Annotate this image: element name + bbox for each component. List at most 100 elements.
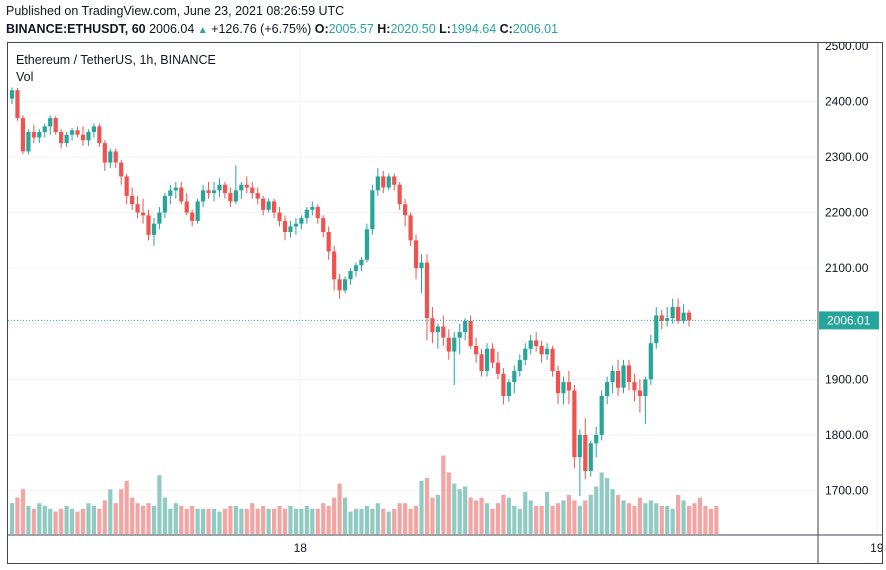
volume-bar [534, 506, 539, 534]
volume-bar [364, 506, 369, 534]
volume-bar [659, 506, 664, 534]
candle-body [217, 184, 222, 191]
open-value: 2005.57 [328, 22, 374, 36]
volume-bar [403, 503, 408, 534]
candle-body [288, 226, 293, 233]
candle-body [337, 279, 342, 291]
candle-body [179, 187, 184, 202]
candle-body [566, 382, 572, 391]
candle-body [479, 354, 484, 371]
volume-bar [157, 475, 162, 534]
volume-bar [512, 506, 517, 534]
candle-body [392, 176, 397, 185]
volume-bar [282, 508, 288, 534]
last-price-label: 2006.01 [827, 313, 871, 327]
candle-body [523, 348, 528, 360]
volume-bar [195, 508, 200, 534]
volume-bar [430, 497, 435, 534]
candle-body [583, 434, 588, 472]
volume-bar [261, 506, 266, 534]
candle-body [326, 232, 331, 252]
candle-body [676, 307, 681, 321]
x-tick-label: 19 [870, 541, 882, 555]
volume-bar [293, 508, 299, 534]
candle-body [20, 118, 26, 152]
candle-body [435, 326, 440, 333]
volume-bar [615, 494, 621, 534]
candle-body [119, 162, 124, 177]
volume-legend: Vol [16, 70, 33, 84]
y-tick-label: 2500.00 [825, 43, 869, 53]
volume-bar [271, 508, 277, 534]
volume-bar [446, 472, 451, 534]
candle-body [315, 207, 320, 219]
candle-body [277, 212, 282, 221]
candle-body [386, 176, 391, 188]
candle-body [534, 340, 539, 346]
chart-frame[interactable]: 1700.001800.001900.002000.002100.002200.… [7, 42, 883, 564]
volume-bar [315, 508, 320, 534]
candle-body [332, 251, 337, 280]
volume-bar [211, 508, 217, 534]
candle-body [413, 240, 419, 269]
volume-bar [605, 478, 610, 534]
volume-bar [424, 478, 430, 534]
candle-body [80, 134, 86, 141]
candle-body [577, 434, 582, 458]
candle-body [403, 204, 408, 216]
plot-area[interactable] [8, 43, 818, 535]
candle-body [474, 345, 479, 355]
volume-bar [528, 500, 533, 534]
volume-bar [244, 508, 249, 534]
candle-body [9, 90, 15, 99]
candle-body [113, 151, 118, 163]
volume-bar [353, 508, 359, 534]
volume-bar [479, 497, 484, 534]
candle-body [594, 434, 599, 444]
volume-bar [703, 506, 708, 534]
candle-body [190, 212, 195, 221]
volume-bar [484, 503, 490, 534]
quote-line: BINANCE:ETHUSDT, 60 2006.04 ▲ +126.76 (+… [6, 22, 558, 36]
volume-bar [539, 506, 544, 534]
candle-body [108, 151, 113, 163]
candlestick-chart[interactable]: 1700.001800.001900.002000.002100.002200.… [8, 43, 882, 563]
volume-bar [686, 506, 692, 534]
volume-bar [130, 497, 135, 534]
volume-bar [643, 503, 648, 534]
candle-body [271, 201, 277, 213]
candle-body [452, 337, 457, 352]
candle-body [75, 130, 80, 135]
close-value: 2006.01 [512, 22, 559, 36]
volume-bar [506, 497, 511, 534]
up-arrow-icon: ▲ [197, 25, 208, 36]
volume-bar [435, 494, 440, 534]
candle-body [539, 345, 544, 355]
candle-body [665, 318, 670, 321]
y-tick-label: 2400.00 [825, 94, 869, 108]
volume-bar [9, 503, 15, 534]
candle-body [26, 131, 31, 152]
candle-body [555, 371, 561, 394]
symbol-label[interactable]: BINANCE:ETHUSDT, 60 [6, 22, 146, 36]
volume-bar [457, 489, 462, 534]
candle-body [59, 131, 64, 144]
candle-body [659, 315, 664, 321]
volume-bar [48, 508, 53, 534]
volume-bar [490, 508, 495, 534]
candle-body [512, 371, 517, 383]
candle-body [184, 201, 189, 213]
volume-bar [140, 506, 146, 534]
volume-bar [648, 500, 653, 534]
candle-body [102, 143, 107, 163]
candle-body [599, 396, 604, 435]
volume-bar [26, 506, 31, 534]
volume-bar [146, 503, 151, 534]
candle-body [643, 379, 648, 397]
volume-bar [654, 503, 659, 534]
chart-title: Ethereum / TetherUS, 1h, BINANCE [16, 53, 216, 67]
volume-bar [337, 483, 342, 534]
volume-bar [583, 500, 588, 534]
volume-bar [588, 494, 593, 534]
volume-bar [108, 489, 113, 534]
